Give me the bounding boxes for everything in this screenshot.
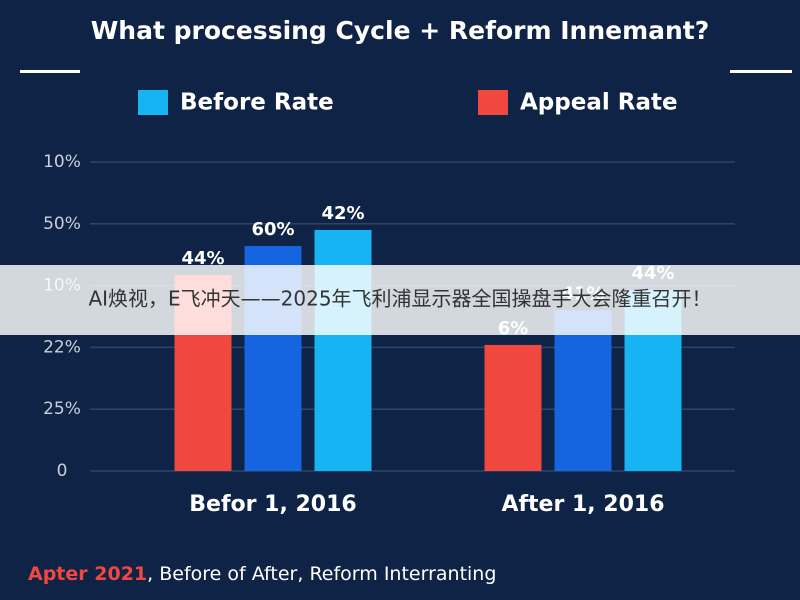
value-label: 42% [321, 203, 364, 224]
y-tick-label: 0 [57, 461, 68, 481]
y-tick-label: 10% [43, 152, 81, 172]
footer-highlight: Apter 2021 [28, 563, 147, 585]
banner-band [0, 265, 800, 335]
footer-text: , Before of After, Reform Interranting [147, 563, 496, 585]
banner-text: AI焕视，E飞冲天——2025年飞利浦显示器全国操盘手大会隆重召开！ [88, 287, 711, 311]
legend-label: Before Rate [180, 90, 334, 116]
legend-swatch [478, 90, 508, 115]
x-tick-label: After 1, 2016 [501, 492, 664, 517]
legend-label: Appeal Rate [520, 90, 678, 116]
value-label: 44% [181, 248, 224, 269]
y-tick-label: 25% [43, 399, 81, 419]
legend-swatch [138, 90, 168, 115]
footer: Apter 2021, Before of After, Reform Inte… [28, 563, 496, 585]
x-tick-label: Befor 1, 2016 [189, 492, 356, 517]
title-rule [730, 70, 792, 73]
title-rule [20, 70, 80, 73]
chart-title: What processing Cycle + Reform Innemant? [91, 16, 710, 45]
y-tick-label: 22% [43, 337, 81, 357]
bar [554, 310, 612, 471]
value-label: 60% [251, 219, 294, 240]
bar [484, 344, 542, 471]
y-tick-label: 50% [43, 214, 81, 234]
